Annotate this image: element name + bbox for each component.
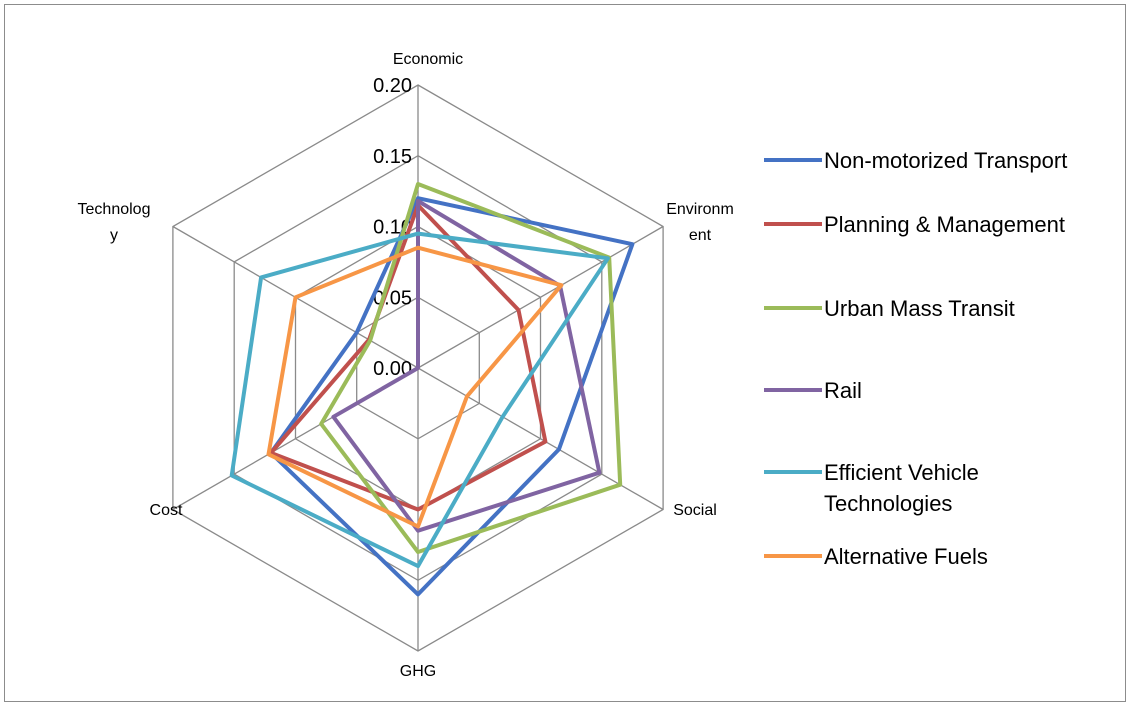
axis-spoke-social bbox=[417, 367, 664, 511]
legend-label: Rail bbox=[824, 378, 862, 403]
axis-label-social: Social bbox=[673, 502, 717, 519]
tick-label: 0.15 bbox=[373, 146, 412, 168]
axis-label-cost: Cost bbox=[150, 502, 183, 519]
series-line-0 bbox=[268, 196, 635, 597]
series-layer bbox=[229, 182, 635, 597]
chart-frame bbox=[4, 4, 1126, 702]
series-line-5 bbox=[266, 245, 564, 529]
axis-spoke-environment bbox=[417, 225, 664, 369]
series-line-4 bbox=[229, 231, 610, 569]
axis-label-technology: Technolog y bbox=[78, 201, 151, 244]
legend-label: Urban Mass Transit bbox=[824, 296, 1015, 321]
axis-label-environment: Environm ent bbox=[666, 201, 734, 244]
tick-label: 0.00 bbox=[373, 358, 412, 380]
legend-label: Alternative Fuels bbox=[824, 544, 988, 569]
tick-label: 0.20 bbox=[373, 75, 412, 97]
legend-label: Efficient Vehicle Technologies bbox=[824, 460, 979, 516]
legend-label: Planning & Management bbox=[824, 212, 1065, 237]
axis-label-ghg: GHG bbox=[400, 663, 436, 680]
axis-labels: Economic Environm ent Social GHG Cost Technolo… bbox=[78, 51, 734, 680]
legend-label: Non-motorized Transport bbox=[824, 148, 1067, 173]
legend: Non-motorized Transport Planning & Manage… bbox=[764, 148, 1067, 569]
axis-label-economic: Economic bbox=[393, 51, 463, 68]
